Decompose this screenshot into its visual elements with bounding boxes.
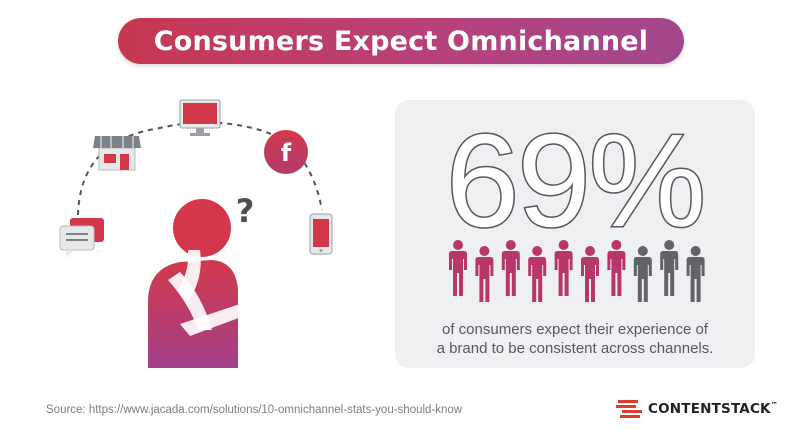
person-icon	[554, 240, 573, 296]
title-banner: Consumers Expect Omnichannel	[118, 18, 684, 64]
thinking-person-icon	[148, 199, 244, 368]
person-icon	[528, 246, 547, 302]
people-row	[449, 240, 705, 302]
person-icon	[501, 240, 520, 296]
brand-logo: CONTENTSTACK™	[616, 396, 778, 422]
stat-caption-line-2: a brand to be consistent across channels…	[436, 340, 714, 357]
person-icon	[449, 240, 467, 296]
stat-caption-line-1: of consumers expect their experience of	[442, 321, 708, 338]
person-icon	[581, 246, 599, 302]
brand-name: CONTENTSTACK™	[648, 401, 778, 417]
person-icon	[607, 240, 626, 296]
monitor-icon	[179, 99, 221, 136]
facebook-letter: f	[281, 139, 292, 167]
person-icon	[660, 240, 679, 296]
chat-bubbles-icon	[59, 218, 104, 258]
stat-value: 69%	[446, 108, 704, 238]
store-icon	[93, 136, 141, 171]
omnichannel-illustration: f ?	[59, 99, 333, 368]
stat-card: 69% of consumers expect their experience…	[395, 100, 755, 368]
facebook-icon: f	[264, 130, 308, 174]
person-icon	[686, 246, 705, 302]
source-citation: Source: https://www.jacada.com/solutions…	[46, 404, 463, 416]
stat-number-graphic: 69%	[444, 108, 707, 238]
person-icon	[633, 246, 652, 302]
person-icon	[475, 246, 494, 302]
page-title: Consumers Expect Omnichannel	[153, 25, 649, 57]
stat-caption: of consumers expect their experience of …	[395, 320, 755, 358]
question-mark: ?	[236, 192, 255, 230]
smartphone-icon	[309, 213, 333, 255]
contentstack-logo-icon	[616, 400, 642, 418]
